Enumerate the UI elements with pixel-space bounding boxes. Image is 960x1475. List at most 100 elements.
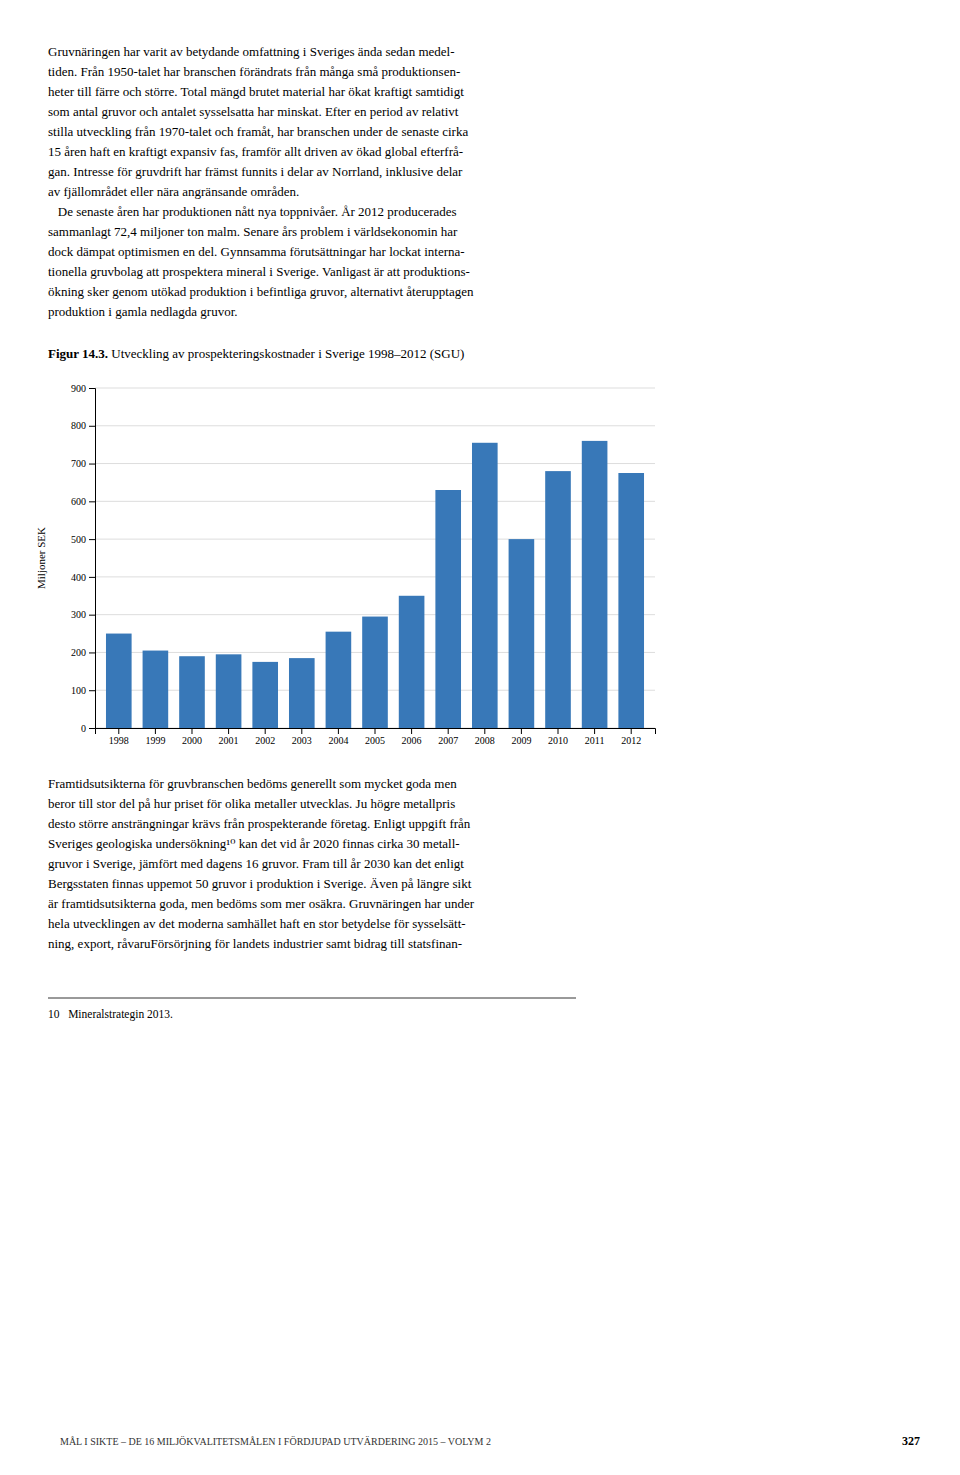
- tick-mark: [631, 728, 632, 734]
- x-tick: 2003: [292, 728, 312, 746]
- bar: [435, 490, 461, 728]
- x-tick: 1999: [145, 728, 165, 746]
- bar: [289, 658, 315, 728]
- body-text-line: hela utvecklingen av det moderna samhäll…: [48, 916, 466, 931]
- x-tick: 2001: [219, 728, 239, 746]
- caption: Figur 14.3. Utveckling av prospekterings…: [48, 346, 464, 361]
- x-tick-label: 2000: [182, 735, 202, 746]
- caption-label: Figur 14.3.: [48, 346, 108, 361]
- body-text-line: stilla utveckling från 1970-talet och fr…: [48, 124, 468, 139]
- tick-mark: [89, 501, 95, 502]
- y-tick: 800: [71, 420, 95, 431]
- y-axis: 0100200300400500600700800900: [71, 383, 96, 734]
- bar: [545, 471, 571, 728]
- bar: [582, 441, 608, 728]
- tick-mark: [89, 615, 95, 616]
- body-text-line: tionella gruvbolag att prospektera miner…: [48, 264, 470, 279]
- tick-mark: [594, 728, 595, 734]
- y-tick: 400: [71, 572, 95, 583]
- y-tick-label: 200: [71, 647, 86, 658]
- caption-text: Utveckling av prospekteringskostnader i …: [108, 346, 464, 361]
- tick-mark: [558, 728, 559, 734]
- bar: [326, 632, 352, 728]
- tick-mark: [118, 728, 119, 734]
- x-tick: 2007: [438, 728, 458, 746]
- x-tick-label: 2001: [219, 735, 239, 746]
- body-text-line: av fjällområdet eller nära angränsande o…: [48, 184, 299, 199]
- y-tick-label: 300: [71, 609, 86, 620]
- footnote-separator: [48, 998, 576, 999]
- x-tick: 2002: [255, 728, 275, 746]
- tick-mark: [484, 728, 485, 734]
- tick-mark: [89, 690, 95, 691]
- x-tick-label: 2011: [585, 735, 605, 746]
- bar: [179, 656, 205, 728]
- body-text-line: desto större ansträngningar krävs från p…: [48, 816, 471, 831]
- body-text-line: är framtidsutsikterna goda, men bedöms s…: [48, 896, 475, 911]
- page-footer: MÅL I SIKTE – DE 16 MILJÖKVALITETSMÅLEN …: [60, 1436, 491, 1447]
- chart: 0100200300400500600700800900199819992000…: [35, 383, 656, 746]
- bar: [618, 473, 644, 728]
- tick-mark: [89, 539, 95, 540]
- grid-line: [95, 463, 655, 464]
- tick-mark: [89, 388, 95, 389]
- x-tick: 2004: [328, 728, 348, 746]
- y-tick: 0: [81, 723, 95, 734]
- page-number: 327: [902, 1434, 920, 1448]
- body-text-line: gan. Intresse för gruvdrift har främst f…: [48, 164, 463, 179]
- x-tick: 2010: [548, 728, 568, 746]
- y-tick-label: 500: [71, 534, 86, 545]
- bar: [216, 654, 242, 728]
- y-axis-title: Miljoner SEK: [35, 527, 47, 589]
- body-text-line: dock dämpat optimismen en del. Gynnsamma…: [48, 244, 465, 259]
- x-tick-label: 2004: [328, 735, 348, 746]
- tick-mark: [338, 728, 339, 734]
- y-tick: 300: [71, 609, 95, 620]
- figure-caption: Figur 14.3. Utveckling av prospekterings…: [48, 346, 464, 361]
- x-tick-label: 2010: [548, 735, 568, 746]
- bars: [106, 441, 644, 728]
- x-tick: 2011: [585, 728, 605, 746]
- body-text-line: Sveriges geologiska undersökning¹⁰ kan d…: [48, 836, 460, 851]
- y-tick: 200: [71, 647, 95, 658]
- bar: [106, 634, 132, 728]
- page: Gruvnäringen har varit av betydande omfa…: [0, 0, 960, 1475]
- body-text-line: som antal gruvor och antalet sysselsatta…: [48, 104, 459, 119]
- x-tick: 2008: [475, 728, 495, 746]
- bar: [399, 596, 425, 728]
- x-tick-label: 2009: [511, 735, 531, 746]
- x-tick-label: 2006: [402, 735, 422, 746]
- grid-line: [95, 576, 655, 577]
- y-tick-label: 100: [71, 685, 86, 696]
- x-tick: 2012: [621, 728, 641, 746]
- x-tick-label: 2002: [255, 735, 275, 746]
- body-text-line: Framtidsutsikterna för gruvbranschen bed…: [48, 776, 457, 791]
- tick-mark: [375, 728, 376, 734]
- tick-mark: [89, 652, 95, 653]
- x-tick: 2009: [511, 728, 531, 746]
- x-tick: 2000: [182, 728, 202, 746]
- x-tick-label: 2008: [475, 735, 495, 746]
- tick-mark: [521, 728, 522, 734]
- tick-mark: [89, 464, 95, 465]
- y-tick: 600: [71, 496, 95, 507]
- tick-mark: [228, 728, 229, 734]
- grid-line: [95, 614, 655, 615]
- body-text-line: gruvor i Sverige, jämfört med dagens 16 …: [48, 856, 464, 871]
- bar: [509, 539, 535, 728]
- axis-line: [89, 389, 96, 729]
- grid: [95, 388, 655, 728]
- body-text-line: De senaste åren har produktionen nått ny…: [48, 204, 457, 219]
- body-text-line: heter till färre och större. Total mängd…: [48, 84, 464, 99]
- body-text-line: ökning sker genom utökad produktion i be…: [48, 284, 474, 299]
- x-tick-label: 2003: [292, 735, 312, 746]
- grid-line: [95, 425, 655, 426]
- x-tick: 2005: [365, 728, 385, 746]
- y-tick-label: 400: [71, 572, 86, 583]
- axis-line: [96, 729, 656, 735]
- tick-mark: [155, 728, 156, 734]
- bar: [472, 443, 498, 728]
- tick-mark: [89, 426, 95, 427]
- tick-mark: [191, 728, 192, 734]
- y-tick-label: 600: [71, 496, 86, 507]
